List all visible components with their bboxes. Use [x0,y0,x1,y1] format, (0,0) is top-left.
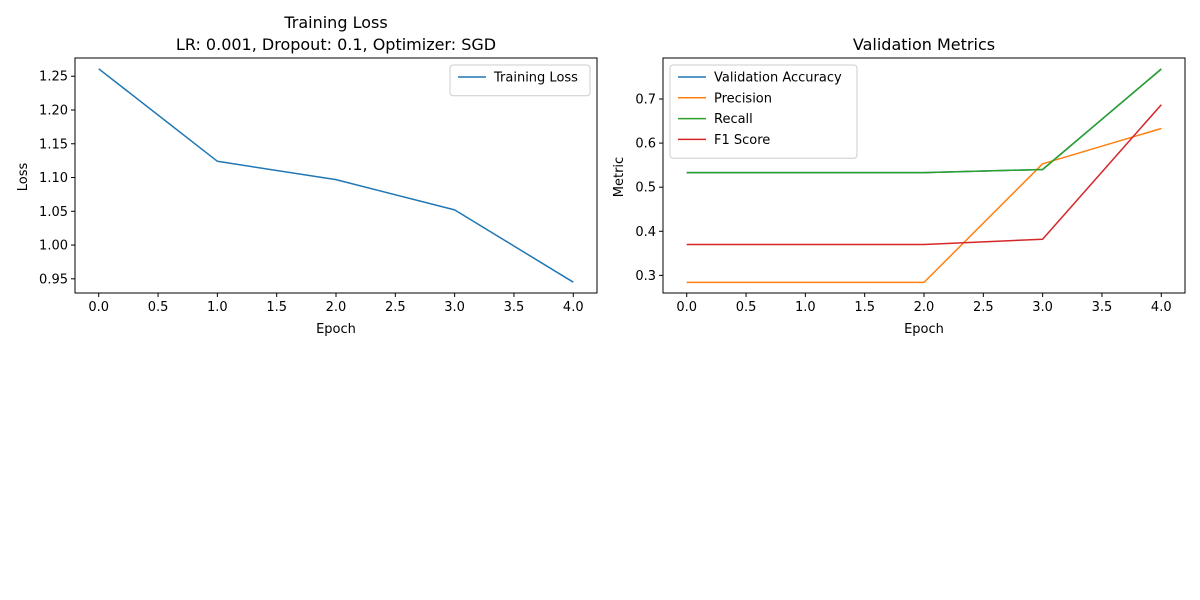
x-tick-label: 3.0 [1032,300,1053,315]
y-tick-label: 0.6 [635,137,656,152]
x-tick-label: 2.5 [385,300,406,315]
x-axis-label: Epoch [316,322,356,337]
x-tick-label: 3.5 [504,300,525,315]
y-tick-label: 1.05 [39,205,68,220]
x-tick-label: 2.0 [914,300,935,315]
legend-label: Recall [714,112,753,127]
x-tick-label: 1.5 [266,300,287,315]
x-tick-label: 1.5 [854,300,875,315]
chart-title: Training Loss [283,13,387,32]
x-tick-label: 3.0 [444,300,465,315]
chart-title: Validation Metrics [853,35,995,54]
axis-ticks: 0.0 0.5 1.0 1.5 2.0 2.5 3.0 3.5 4.0 0.3 0.4 0.5 0.6 0… [635,93,1171,315]
series-lines [98,68,574,283]
y-tick-label: 0.4 [635,225,656,240]
x-tick-label: 1.0 [795,300,816,315]
chart-subtitle: LR: 0.001, Dropout: 0.1, Optimizer: SGD [176,35,496,54]
training-loss-chart: Training Loss LR: 0.001, Dropout: 0.1, O… [16,13,598,337]
x-tick-label: 0.0 [88,300,109,315]
series-line-recall [686,68,1162,174]
x-axis-label: Epoch [904,322,944,337]
y-tick-label: 1.20 [39,103,68,118]
x-tick-label: 0.5 [736,300,757,315]
y-tick-label: 0.5 [635,181,656,196]
validation-metrics-chart: Validation Metrics Epoch Metric 0.0 0.5 1.… [612,35,1186,337]
legend-box [669,64,858,159]
y-tick-label: 0.7 [635,93,656,108]
x-tick-label: 4.0 [563,300,584,315]
x-tick-label: 0.0 [676,300,697,315]
x-tick-label: 2.0 [326,300,347,315]
legend-label: Training Loss [493,71,578,86]
y-tick-label: 1.25 [39,70,68,85]
y-tick-label: 1.00 [39,239,68,254]
x-tick-label: 0.5 [148,300,169,315]
plot-frame [74,57,598,294]
legend: Training Loss [449,64,591,97]
legend-box [449,64,591,97]
legend: Validation Accuracy Precision Recall F1 Sco… [669,64,858,159]
series-line-f1-score [686,104,1162,246]
series-line-precision [686,127,1162,284]
legend-label: F1 Score [714,133,770,148]
y-tick-label: 0.3 [635,269,656,284]
legend-label: Validation Accuracy [714,71,842,86]
x-tick-label: 1.0 [207,300,228,315]
series-lines [686,68,1162,284]
y-tick-label: 1.15 [39,137,68,152]
series-line-training-loss [98,68,574,283]
legend-label: Precision [714,91,772,106]
y-axis-label: Metric [612,157,627,197]
y-tick-label: 1.10 [39,171,68,186]
axis-ticks: 0.0 0.5 1.0 1.5 2.0 2.5 3.0 3.5 4.0 0.95 1.00 1.05 1… [39,70,584,315]
x-tick-label: 3.5 [1092,300,1113,315]
y-tick-label: 0.95 [39,272,68,287]
x-tick-label: 4.0 [1151,300,1172,315]
plot-frame [662,57,1186,294]
x-tick-label: 2.5 [973,300,994,315]
y-axis-label: Loss [16,163,31,192]
